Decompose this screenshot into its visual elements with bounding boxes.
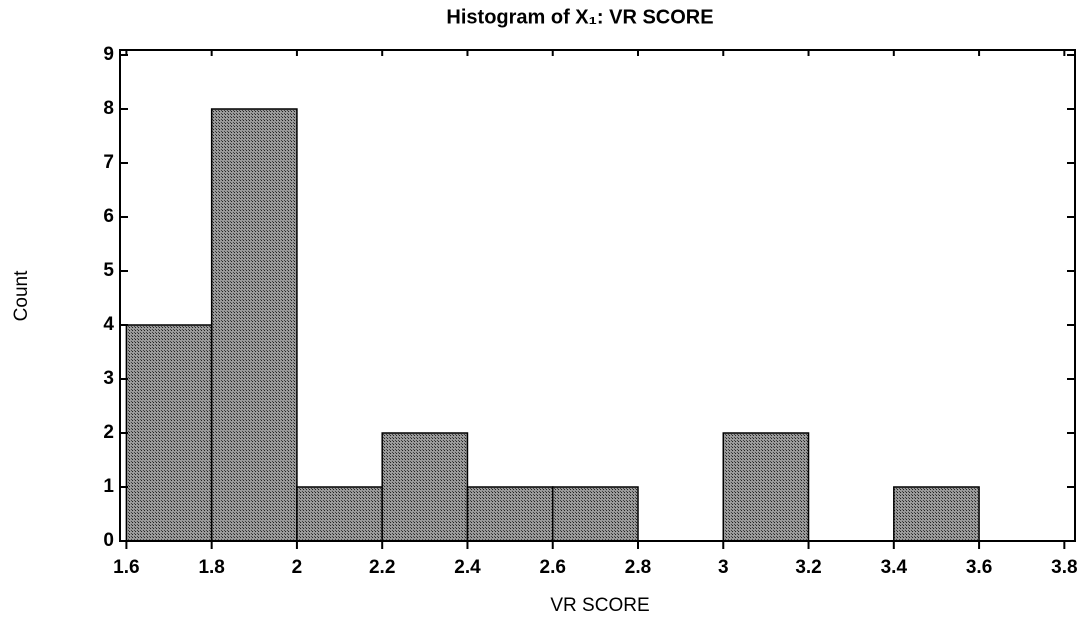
y-tick-label: 0 bbox=[103, 530, 114, 551]
x-tick-label: 3.2 bbox=[795, 557, 821, 578]
bar bbox=[893, 486, 980, 542]
bar bbox=[466, 486, 554, 542]
y-tick-label: 4 bbox=[103, 314, 114, 335]
x-tick-label: 3 bbox=[718, 557, 729, 578]
bar bbox=[381, 432, 469, 542]
bar bbox=[296, 486, 383, 542]
x-tick-label: 3.4 bbox=[881, 557, 908, 578]
y-tick-label: 3 bbox=[103, 368, 114, 389]
x-tick-label: 2.8 bbox=[625, 557, 651, 578]
x-axis-label: VR SCORE bbox=[550, 595, 649, 616]
y-tick-label: 9 bbox=[103, 44, 114, 65]
x-tick-label: 2 bbox=[292, 557, 303, 578]
x-tick-label: 2.4 bbox=[454, 557, 481, 578]
y-tick-label: 1 bbox=[103, 476, 114, 497]
y-tick-label: 2 bbox=[103, 422, 114, 443]
x-tick-label: 1.8 bbox=[198, 557, 224, 578]
y-tick-label: 7 bbox=[103, 152, 114, 173]
bar bbox=[125, 324, 213, 542]
y-tick-label: 6 bbox=[103, 206, 114, 227]
y-tick-label: 5 bbox=[103, 260, 114, 281]
bar bbox=[210, 108, 298, 542]
x-tick-label: 2.2 bbox=[369, 557, 395, 578]
y-axis-label: Count bbox=[11, 270, 32, 321]
x-tick-label: 2.6 bbox=[540, 557, 566, 578]
x-tick-label: 3.6 bbox=[966, 557, 992, 578]
chart-title: Histogram of X₁: VR SCORE bbox=[446, 6, 713, 28]
bar bbox=[722, 432, 810, 542]
bar bbox=[551, 486, 639, 542]
x-tick-label: 3.8 bbox=[1051, 557, 1077, 578]
plot-frame bbox=[119, 49, 1076, 542]
x-tick-label: 1.6 bbox=[113, 557, 139, 578]
y-tick-label: 8 bbox=[103, 98, 114, 119]
